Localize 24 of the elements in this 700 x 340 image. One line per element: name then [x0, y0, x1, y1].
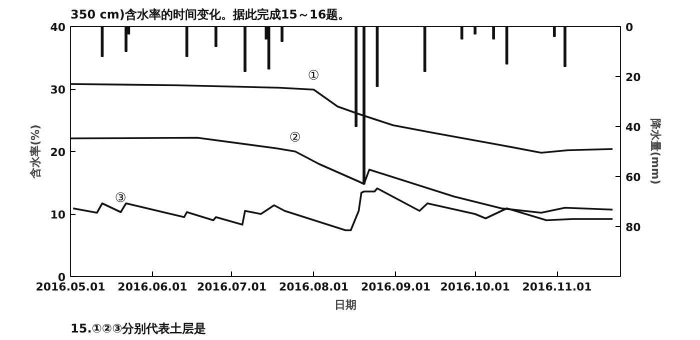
y-axis-title: 含水率(%) — [29, 124, 42, 180]
series-label: ② — [289, 130, 301, 146]
y-tick-label: 10 — [50, 208, 66, 222]
series-label: ① — [308, 68, 320, 84]
y2-tick-label: 60 — [626, 171, 642, 184]
chart-title: 350 cm)含水率的时间变化。据此完成15～16题。 — [70, 8, 350, 22]
y2-axis-title: 降水量(mm) — [648, 118, 662, 184]
series-label: ③ — [114, 191, 126, 206]
x-axis-title: 日期 — [334, 298, 356, 312]
y-tick-label: 30 — [50, 84, 66, 96]
y2-tick-label: 20 — [626, 71, 642, 84]
y-tick-label: 40 — [50, 21, 66, 34]
y-tick-label: 20 — [50, 146, 66, 159]
text: 15.①②③分别代表土层是 — [70, 322, 206, 336]
x-tick-label: 2016.08.01 — [278, 280, 349, 294]
y2-tick-label: 0 — [626, 21, 634, 34]
x-tick-label: 2016.09.01 — [360, 280, 431, 294]
y2-tick-label: 80 — [626, 221, 642, 234]
x-tick-label: 2016.11.01 — [522, 280, 592, 294]
x-tick-label: 2016.06.01 — [118, 280, 188, 294]
y2-tick-label: 40 — [626, 121, 642, 134]
x-tick-label: 2016.07.01 — [197, 280, 267, 294]
x-tick-label: 2016.05.01 — [36, 280, 106, 294]
x-tick-label: 2016.10.01 — [440, 280, 510, 294]
